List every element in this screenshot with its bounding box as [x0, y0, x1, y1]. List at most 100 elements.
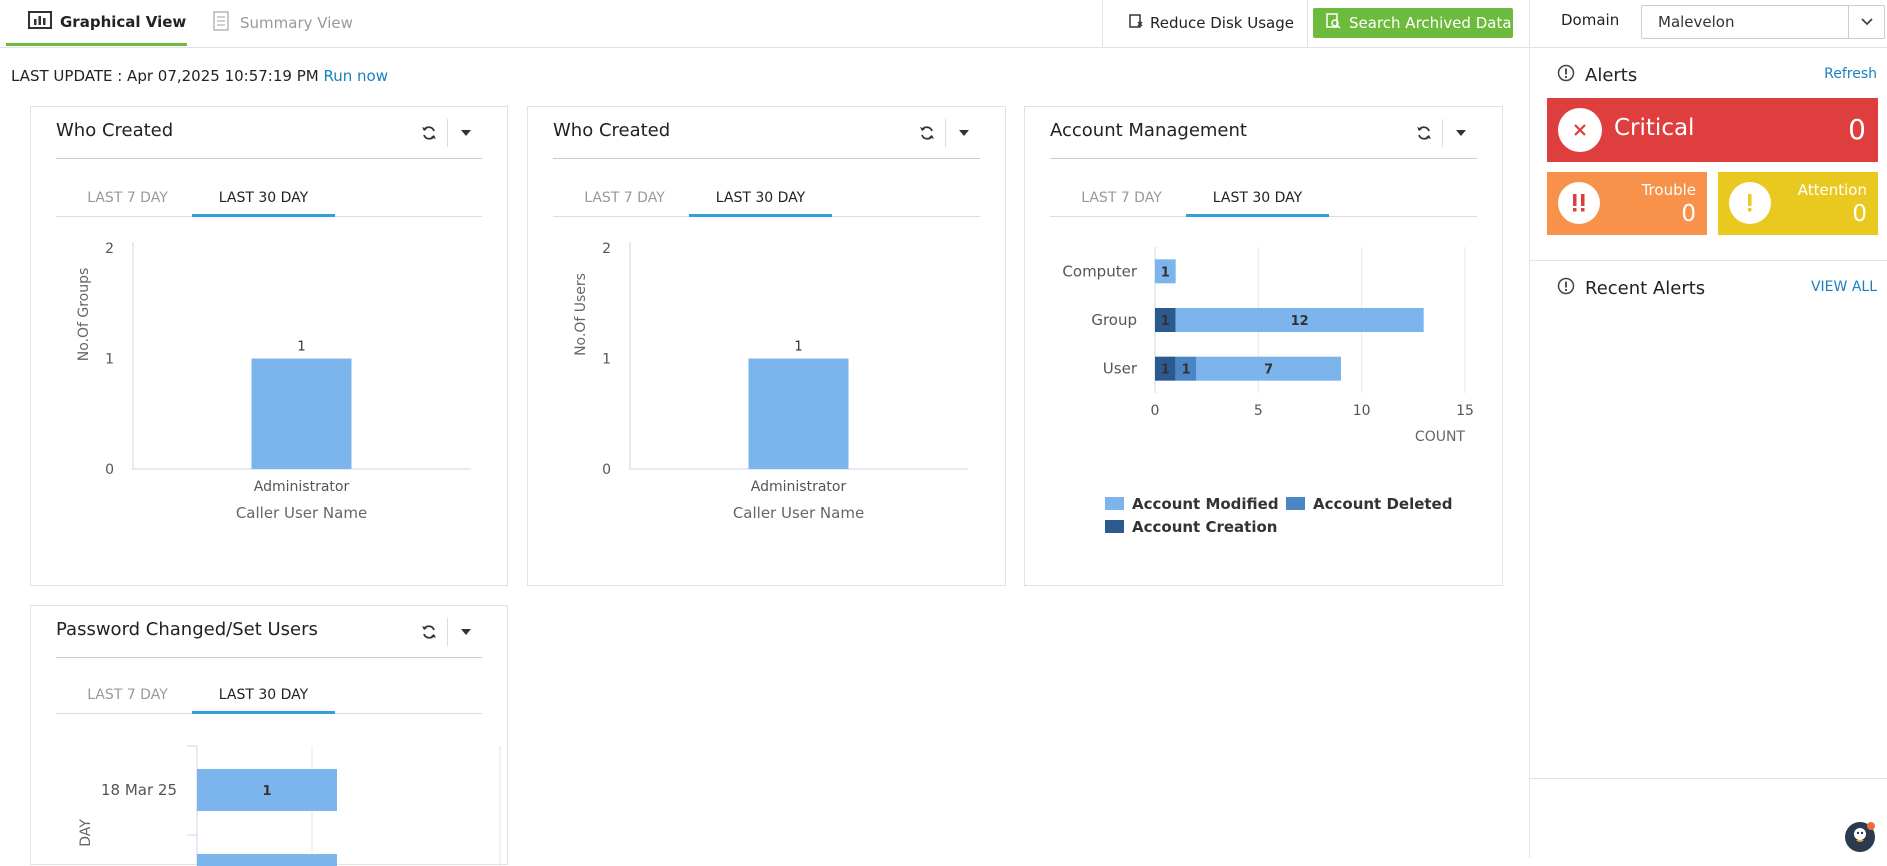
bar	[197, 769, 337, 811]
critical-alert-card[interactable]: Critical 0	[1547, 98, 1878, 162]
trouble-label: Trouble	[1641, 181, 1696, 199]
refresh-icon[interactable]	[420, 124, 438, 142]
y-axis-title: DAY	[78, 819, 94, 847]
widget-period-tabs: LAST 7 DAY LAST 30 DAY	[553, 185, 980, 217]
widget-title: Account Management	[1050, 120, 1247, 141]
data-label: 1	[297, 340, 305, 355]
alert-info-icon	[1557, 277, 1585, 300]
divider	[56, 158, 482, 159]
chatbot-icon	[1850, 825, 1870, 849]
domain-select[interactable]: Malevelon	[1641, 5, 1885, 39]
double-exclamation-icon	[1558, 182, 1600, 224]
bar	[748, 358, 849, 469]
widget-title: Who Created	[56, 120, 174, 141]
data-label: 1	[262, 784, 271, 799]
divider	[553, 158, 980, 159]
divider	[1529, 0, 1530, 47]
divider	[1307, 0, 1308, 47]
tab-last-30-day[interactable]: LAST 30 DAY	[689, 185, 832, 217]
tab-last-7-day[interactable]: LAST 7 DAY	[87, 190, 168, 206]
tab-last-7-day[interactable]: LAST 7 DAY	[584, 190, 665, 206]
trouble-count: 0	[1681, 201, 1696, 227]
legend-label: Account Deleted	[1313, 495, 1452, 513]
bar-segment	[1175, 356, 1197, 381]
tab-last-7-day[interactable]: LAST 7 DAY	[1081, 190, 1162, 206]
refresh-icon[interactable]	[918, 124, 936, 142]
refresh-icon[interactable]	[420, 623, 438, 641]
search-archived-data-button[interactable]: Search Archived Data	[1313, 8, 1513, 38]
widget-menu-dropdown[interactable]	[447, 618, 483, 646]
data-label: 12	[1291, 314, 1309, 329]
tab-summary-view[interactable]: Summary View	[208, 0, 378, 46]
password-changed-chart: 1 18 Mar 25 DAY	[78, 745, 501, 866]
refresh-icon[interactable]	[1415, 124, 1433, 142]
critical-label: Critical	[1614, 115, 1695, 141]
widget-period-tabs: LAST 7 DAY LAST 30 DAY	[56, 682, 482, 714]
data-label: 1	[1161, 363, 1170, 378]
top-toolbar: Graphical View Summary View Reduce Disk …	[0, 0, 1887, 48]
bar	[197, 854, 337, 866]
y-tick-label: Computer	[1062, 262, 1137, 280]
y-tick-label: Group	[1091, 311, 1137, 329]
alerts-title: Alerts	[1585, 65, 1638, 86]
divider	[1102, 0, 1103, 47]
widget-menu-dropdown[interactable]	[1442, 119, 1478, 147]
reduce-disk-label: Reduce Disk Usage	[1150, 14, 1294, 32]
y-tick-label: 2	[105, 241, 114, 257]
trouble-alert-card[interactable]: Trouble 0	[1547, 172, 1707, 235]
y-tick-label: User	[1103, 360, 1138, 378]
x-axis-title: COUNT	[1415, 429, 1466, 445]
chevron-down-icon[interactable]	[1848, 6, 1884, 38]
x-tick-label: Administrator	[254, 479, 350, 495]
close-icon	[1558, 108, 1602, 152]
bar-segment	[1155, 308, 1176, 332]
y-axis-title: No.Of Groups	[76, 268, 92, 362]
alerts-refresh-link[interactable]: Refresh	[1824, 66, 1877, 82]
y-tick-label: 18 Mar 25	[101, 781, 177, 799]
recent-alerts-header: Recent Alerts	[1557, 277, 1705, 300]
widget-title: Who Created	[553, 120, 671, 141]
x-axis-title: Caller User Name	[733, 504, 864, 522]
view-all-link[interactable]: VIEW ALL	[1810, 279, 1877, 295]
bar-chart-icon	[28, 10, 60, 34]
who-created-groups-chart: 0 1 2 1 Administrator Caller User Name No.Of G…	[76, 241, 471, 522]
attention-label: Attention	[1797, 181, 1867, 199]
x-tick-label: Administrator	[751, 479, 847, 495]
tab-graphical-view[interactable]: Graphical View	[6, 0, 187, 46]
who-created-users-chart: 0 1 2 1 Administrator Caller User Name No.Of U…	[573, 241, 968, 522]
reduce-disk-usage-button[interactable]: Reduce Disk Usage	[1128, 9, 1294, 37]
disk-icon	[1128, 13, 1150, 33]
y-axis-title: No.Of Users	[573, 273, 589, 356]
alerts-panel: Alerts Refresh Critical 0 Trouble 0 Atte…	[1529, 48, 1887, 858]
tab-last-30-day[interactable]: LAST 30 DAY	[192, 682, 335, 714]
data-label: 7	[1264, 363, 1273, 378]
tab-last-30-day[interactable]: LAST 30 DAY	[1186, 185, 1329, 217]
widget-account-management: Account Management LAST 7 DAY LAST 30 DA…	[1024, 106, 1503, 586]
divider	[56, 657, 482, 658]
y-tick-label: 1	[602, 352, 611, 368]
x-tick-label: 0	[1151, 403, 1160, 419]
last-update-label: LAST UPDATE : Apr 07,2025 10:57:19 PM	[11, 67, 319, 85]
legend-swatch	[1105, 497, 1124, 510]
tab-last-30-day[interactable]: LAST 30 DAY	[192, 185, 335, 217]
document-icon	[210, 11, 240, 35]
attention-alert-card[interactable]: Attention 0	[1718, 172, 1878, 235]
x-tick-label: 10	[1353, 403, 1371, 419]
run-now-link[interactable]: Run now	[323, 67, 388, 85]
x-tick-label: 15	[1456, 403, 1474, 419]
notification-dot	[1867, 822, 1875, 830]
data-label: 1	[1161, 314, 1170, 329]
widget-menu-dropdown[interactable]	[447, 119, 483, 147]
y-tick-label: 0	[602, 462, 611, 478]
domain-value: Malevelon	[1658, 13, 1735, 31]
tab-last-7-day[interactable]: LAST 7 DAY	[87, 687, 168, 703]
y-tick-label: 0	[105, 462, 114, 478]
x-axis-title: Caller User Name	[236, 504, 367, 522]
widget-menu-dropdown[interactable]	[945, 119, 981, 147]
chatbot-button[interactable]	[1845, 822, 1875, 852]
widget-password-changed: Password Changed/Set Users LAST 7 DAY LA…	[30, 605, 508, 866]
archive-search-icon	[1325, 13, 1349, 33]
tab-graphical-label: Graphical View	[60, 12, 187, 31]
alerts-header: Alerts	[1557, 64, 1637, 87]
